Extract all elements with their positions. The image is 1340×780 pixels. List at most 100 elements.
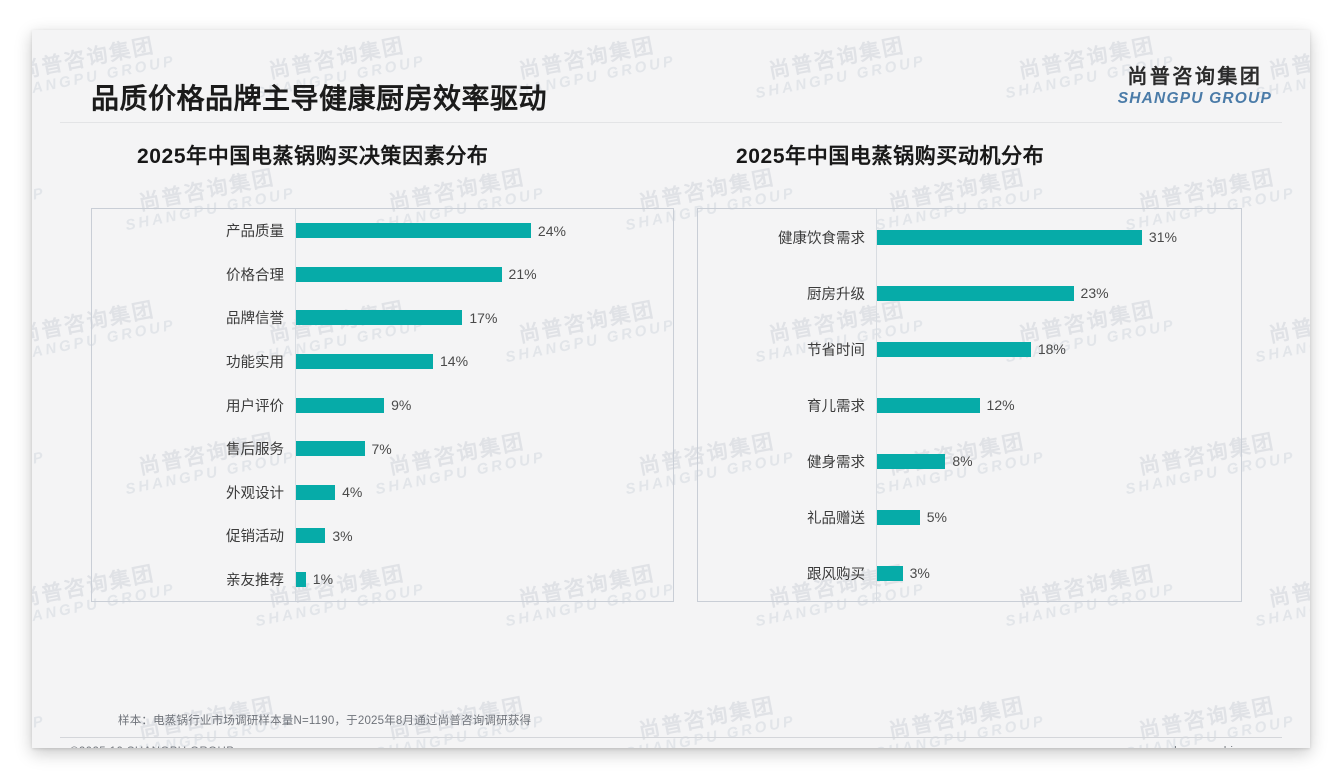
sample-footnote: 样本：电蒸锅行业市场调研样本量N=1190，于2025年8月通过尚普咨询调研获得 [118, 715, 532, 727]
plot-area-right: 健康饮食需求 31% 厨房升级 23% 节省时间 18% 育儿需求 12% 健身需求 8% 礼品赠送… [697, 208, 1242, 602]
footer-website[interactable]: www.shangpu-china.com [1140, 746, 1272, 748]
bar-track: 14% [295, 339, 673, 384]
bar-category-label: 育儿需求 [807, 398, 865, 415]
bar-value-label: 8% [952, 453, 973, 469]
bar-track: 31% [876, 209, 1241, 265]
footer-divider [60, 737, 1282, 738]
bar-category-label: 节省时间 [807, 342, 865, 359]
brand-logo: 尚普咨询集团 SHANGPU GROUP [1118, 66, 1272, 108]
bar-row: 产品质量 24% [92, 208, 673, 253]
slide: 尚普咨询集团 SHANGPU GROUP 尚普咨询集团 SHANGPU GROUP 尚普… [32, 30, 1310, 748]
chart-title-right: 2025年中国电蒸锅购买动机分布 [736, 145, 1045, 168]
bar-value-label: 23% [1080, 285, 1109, 301]
bar [296, 441, 365, 457]
bar-value-label: 14% [440, 353, 469, 370]
bar-track: 24% [295, 208, 673, 253]
bar [877, 453, 946, 469]
bar-value-label: 31% [1148, 229, 1177, 245]
page-title: 品质价格品牌主导健康厨房效率驱动 [91, 83, 548, 114]
bar-row: 功能实用 14% [92, 339, 673, 384]
bar-category-label: 产品质量 [226, 224, 284, 241]
bar-track: 23% [876, 265, 1241, 321]
bar [296, 353, 434, 369]
bar-rows-left: 产品质量 24% 价格合理 21% 品牌信誉 17% 功能实用 14% 用户评价 9% 售后服务 7%… [92, 208, 673, 602]
bar-track: 17% [295, 296, 673, 340]
bar-row: 价格合理 21% [92, 252, 673, 297]
bar-track: 4% [295, 470, 673, 514]
bar-row: 厨房升级 23% [698, 265, 1241, 321]
footer-copyright: ©2025.10 SHANGPU GROUP [70, 746, 234, 748]
bar-value-label: 3% [332, 527, 353, 544]
bar-category-label: 品牌信誉 [226, 311, 284, 328]
bar-row: 礼品赠送 5% [698, 489, 1241, 545]
bar-category-label: 健身需求 [807, 454, 865, 471]
bar [296, 571, 306, 587]
bar-value-label: 24% [537, 222, 566, 239]
bar [296, 310, 463, 326]
bar-track: 3% [876, 545, 1241, 601]
bar-category-label: 价格合理 [226, 267, 284, 284]
bar-rows-right: 健康饮食需求 31% 厨房升级 23% 节省时间 18% 育儿需求 12% 健身需求 8% 礼品赠送… [698, 209, 1241, 601]
bar-track: 9% [295, 383, 673, 427]
bar-value-label: 12% [986, 397, 1015, 413]
header-divider [60, 122, 1282, 123]
bar-row: 跟风购买 3% [698, 545, 1241, 601]
bar-track: 8% [876, 433, 1241, 489]
bar-value-label: 17% [469, 309, 498, 326]
bar [877, 509, 920, 525]
bar-track: 1% [295, 557, 673, 602]
bar-value-label: 5% [926, 509, 947, 525]
bar [877, 229, 1142, 245]
bar-row: 节省时间 18% [698, 321, 1241, 377]
bar-track: 7% [295, 426, 673, 471]
bar-category-label: 亲友推荐 [226, 572, 284, 589]
bar-value-label: 1% [312, 571, 334, 588]
bar-value-label: 21% [508, 266, 537, 283]
bar-category-label: 厨房升级 [807, 286, 865, 303]
bar-row: 亲友推荐 1% [92, 557, 673, 602]
bar [296, 528, 326, 544]
bar-row: 品牌信誉 17% [92, 296, 673, 340]
chart-panel-decision-factors: 2025年中国电蒸锅购买决策因素分布 产品质量 24% 价格合理 21% 品牌信誉 17%… [91, 142, 674, 602]
bar-row: 育儿需求 12% [698, 377, 1241, 433]
bar [877, 341, 1031, 357]
bar-track: 5% [876, 489, 1241, 545]
bar-value-label: 3% [909, 565, 930, 581]
bar [296, 223, 531, 239]
bar [877, 397, 980, 413]
bar-value-label: 18% [1037, 341, 1066, 357]
bar-row: 外观设计 4% [92, 470, 673, 514]
bar [296, 266, 502, 282]
bar-value-label: 7% [371, 440, 392, 457]
bar-track: 3% [295, 513, 673, 558]
bar [877, 285, 1074, 301]
bar [296, 484, 336, 500]
bar-category-label: 售后服务 [226, 442, 284, 459]
bar-value-label: 4% [342, 484, 363, 501]
chart-panel-purchase-motivation: 2025年中国电蒸锅购买动机分布 健康饮食需求 31% 厨房升级 23% 节省时间 18%… [697, 142, 1242, 602]
bar-category-label: 跟风购买 [807, 566, 865, 583]
brand-logo-cn: 尚普咨询集团 [1127, 66, 1263, 88]
bar-category-label: 健康饮食需求 [778, 230, 865, 247]
bar-category-label: 礼品赠送 [807, 510, 865, 527]
bar-track: 21% [295, 252, 673, 297]
bar [296, 397, 385, 413]
plot-area-left: 产品质量 24% 价格合理 21% 品牌信誉 17% 功能实用 14% 用户评价 9% 售后服务 7%… [91, 208, 674, 602]
bar-value-label: 9% [391, 397, 412, 413]
bar-track: 12% [876, 377, 1241, 433]
bar-row: 用户评价 9% [92, 383, 673, 427]
bar-row: 健身需求 8% [698, 433, 1241, 489]
bar-track: 18% [876, 321, 1241, 377]
bar-category-label: 用户评价 [226, 398, 284, 415]
bar [877, 565, 903, 581]
brand-logo-en: SHANGPU GROUP [1117, 90, 1272, 107]
bar-category-label: 促销活动 [226, 529, 284, 546]
